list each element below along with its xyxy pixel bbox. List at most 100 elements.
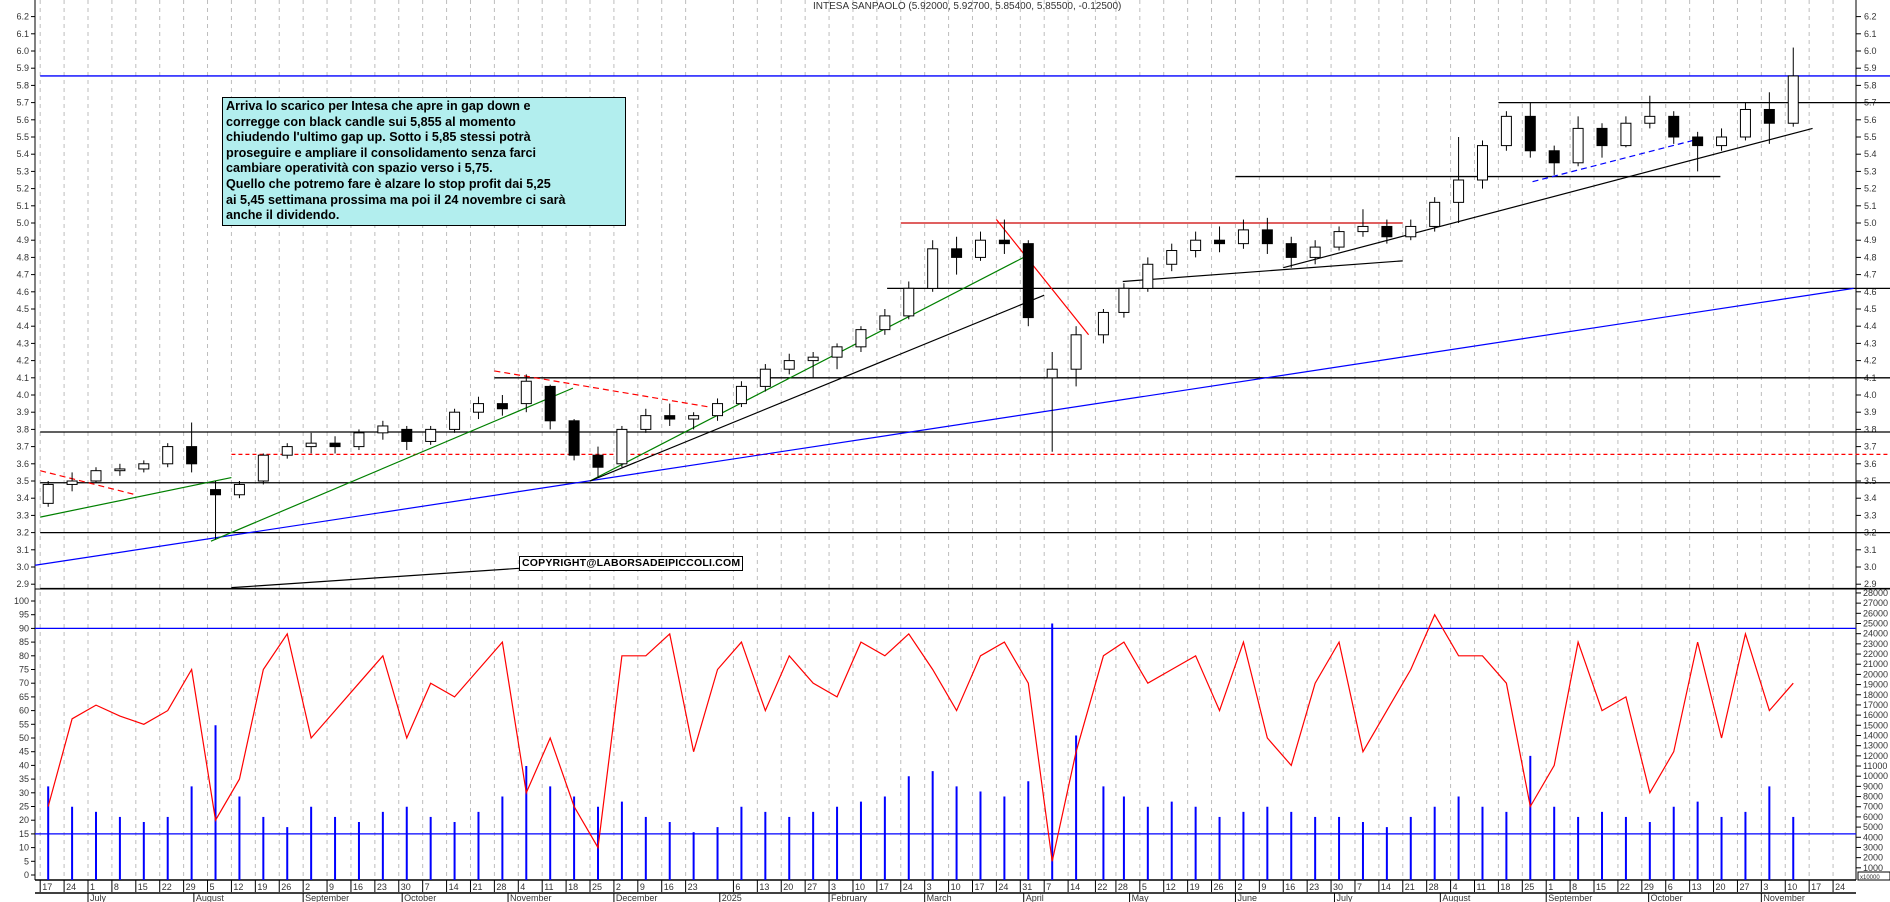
- candle-body: [257, 454, 269, 482]
- date-tick-label: 15: [1596, 882, 1606, 892]
- date-tick-label: 19: [1190, 882, 1200, 892]
- price-tick-label: 3.8: [16, 424, 29, 434]
- oscillator-tick-label: 40: [19, 760, 29, 770]
- candle-body: [138, 463, 150, 470]
- volume-tick-label: 26000: [1863, 608, 1888, 618]
- candle-body: [1046, 368, 1058, 379]
- price-tick-label: 3.9: [1864, 407, 1877, 417]
- date-tick-label: 29: [1644, 882, 1654, 892]
- date-tick-label: 25: [1524, 882, 1534, 892]
- candle-body: [1309, 246, 1321, 258]
- price-tick-label: 3.1: [1864, 545, 1877, 555]
- volume-tick-label: 2000: [1863, 853, 1883, 863]
- candle-body: [1763, 108, 1775, 124]
- price-tick-label: 5.9: [1864, 63, 1877, 73]
- candle-body: [425, 428, 437, 442]
- oscillator-tick-label: 60: [19, 706, 29, 716]
- candle-body: [664, 415, 676, 420]
- candle-body: [903, 287, 915, 317]
- trendline: [589, 256, 1024, 482]
- trendline: [210, 387, 574, 542]
- trendline: [40, 476, 232, 518]
- volume-tick-label: 10000: [1863, 771, 1888, 781]
- oscillator-tick-label: 45: [19, 747, 29, 757]
- price-tick-label: 3.5: [1864, 476, 1877, 486]
- month-label: July: [1336, 893, 1353, 902]
- volume-unit-label: x10000: [1860, 875, 1880, 881]
- candle-body: [1070, 334, 1082, 370]
- candle-body: [1142, 263, 1154, 289]
- volume-unit-box: [1857, 871, 1890, 881]
- candle-body: [1022, 243, 1034, 319]
- candle-body: [1644, 115, 1656, 124]
- volume-tick-label: 7000: [1863, 802, 1883, 812]
- oscillator-tick-label: 90: [19, 623, 29, 633]
- candle-body: [1500, 115, 1512, 147]
- date-tick-label: 18: [1500, 882, 1510, 892]
- oscillator-line: [47, 613, 1794, 862]
- price-tick-label: 5.1: [1864, 201, 1877, 211]
- date-tick-label: 14: [1381, 882, 1391, 892]
- candle-body: [640, 415, 652, 430]
- date-tick-label: 7: [1357, 882, 1362, 892]
- volume-tick-label: 1000: [1863, 863, 1883, 873]
- date-tick-label: 6: [1668, 882, 1673, 892]
- date-tick-label: 17: [1811, 882, 1821, 892]
- month-label: May: [1132, 893, 1150, 902]
- month-label: February: [831, 893, 868, 902]
- candle-body: [735, 385, 747, 405]
- volume-tick-label: 8000: [1863, 792, 1883, 802]
- candle-body: [1739, 108, 1751, 138]
- candle-body: [712, 403, 724, 417]
- oscillator-tick-label: 75: [19, 665, 29, 675]
- oscillator-tick-label: 65: [19, 692, 29, 702]
- price-tick-label: 4.1: [16, 373, 29, 383]
- candle-body: [1357, 225, 1369, 233]
- date-tick-label: 1: [1548, 882, 1553, 892]
- candle-body: [1620, 122, 1632, 147]
- candle-body: [42, 483, 54, 504]
- volume-tick-label: 20000: [1863, 669, 1888, 679]
- month-label: August: [196, 893, 225, 902]
- date-tick-label: 24: [903, 882, 913, 892]
- date-tick-label: 9: [329, 882, 334, 892]
- candle-body: [1548, 150, 1560, 164]
- date-tick-label: 9: [640, 882, 645, 892]
- date-tick-label: 14: [1070, 882, 1080, 892]
- price-tick-label: 3.5: [16, 476, 29, 486]
- analysis-note: Arriva lo scarico per Intesa che apre in…: [222, 97, 626, 226]
- candle-body: [1214, 239, 1226, 245]
- price-tick-label: 4.9: [16, 235, 29, 245]
- month-label: October: [1651, 893, 1683, 902]
- date-tick-label: 29: [186, 882, 196, 892]
- price-tick-label: 3.1: [16, 545, 29, 555]
- date-tick-label: 28: [1118, 882, 1128, 892]
- volume-tick-label: 27000: [1863, 598, 1888, 608]
- candle-body: [1429, 201, 1441, 227]
- price-tick-label: 6.1: [16, 29, 29, 39]
- oscillator-tick-label: 100: [14, 596, 29, 606]
- candle-body: [1405, 225, 1417, 238]
- price-tick-label: 3.3: [1864, 510, 1877, 520]
- date-tick-label: 22: [1097, 882, 1107, 892]
- date-tick-label: 15: [138, 882, 148, 892]
- volume-tick-label: 17000: [1863, 700, 1888, 710]
- date-tick-label: 8: [1572, 882, 1577, 892]
- volume-tick-label: 6000: [1863, 812, 1883, 822]
- volume-tick-label: 18000: [1863, 690, 1888, 700]
- price-tick-label: 4.7: [16, 270, 29, 280]
- candle-body: [1166, 250, 1178, 265]
- candle-body: [1453, 179, 1465, 203]
- price-tick-label: 4.8: [1864, 252, 1877, 262]
- date-tick-label: 6: [735, 882, 740, 892]
- date-tick-label: 23: [688, 882, 698, 892]
- price-tick-label: 6.2: [1864, 12, 1877, 22]
- price-tick-label: 5.3: [16, 166, 29, 176]
- month-label: March: [927, 893, 952, 902]
- price-tick-label: 2.9: [16, 579, 29, 589]
- month-label: December: [616, 893, 658, 902]
- volume-tick-label: 16000: [1863, 710, 1888, 720]
- price-tick-label: 3.7: [1864, 442, 1877, 452]
- date-tick-label: 16: [353, 882, 363, 892]
- date-tick-label: 3: [1763, 882, 1768, 892]
